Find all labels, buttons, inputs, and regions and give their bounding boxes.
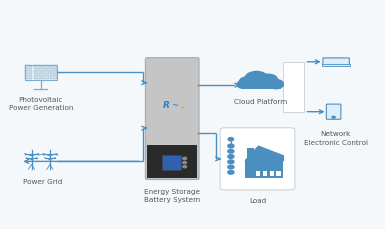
FancyBboxPatch shape (33, 65, 40, 70)
FancyBboxPatch shape (50, 75, 57, 80)
FancyBboxPatch shape (33, 71, 40, 75)
FancyBboxPatch shape (42, 71, 49, 75)
FancyBboxPatch shape (42, 65, 49, 70)
Circle shape (228, 171, 234, 174)
FancyBboxPatch shape (245, 161, 283, 179)
FancyBboxPatch shape (50, 71, 57, 75)
Circle shape (228, 138, 234, 141)
Circle shape (245, 72, 268, 86)
Text: ⚡: ⚡ (179, 103, 185, 112)
FancyBboxPatch shape (322, 65, 350, 67)
Text: R: R (163, 100, 170, 109)
FancyBboxPatch shape (283, 63, 305, 112)
Text: Power Grid: Power Grid (23, 179, 63, 185)
Circle shape (228, 166, 234, 169)
FancyBboxPatch shape (146, 58, 199, 180)
FancyBboxPatch shape (162, 155, 181, 170)
FancyBboxPatch shape (220, 128, 295, 190)
FancyBboxPatch shape (25, 75, 32, 80)
Circle shape (228, 150, 234, 153)
FancyBboxPatch shape (25, 65, 32, 70)
FancyBboxPatch shape (263, 171, 267, 176)
FancyBboxPatch shape (50, 65, 57, 70)
FancyBboxPatch shape (147, 145, 197, 179)
Circle shape (228, 155, 234, 159)
FancyBboxPatch shape (247, 148, 254, 161)
Polygon shape (245, 147, 283, 161)
Circle shape (258, 75, 278, 86)
FancyBboxPatch shape (42, 75, 49, 80)
FancyBboxPatch shape (276, 171, 281, 176)
FancyBboxPatch shape (256, 171, 260, 176)
FancyBboxPatch shape (33, 75, 40, 80)
FancyBboxPatch shape (270, 171, 274, 176)
Circle shape (228, 144, 234, 148)
FancyBboxPatch shape (326, 105, 341, 120)
Text: Photovoltaic
Power Generation: Photovoltaic Power Generation (9, 96, 73, 111)
Circle shape (228, 160, 234, 164)
Circle shape (268, 80, 283, 89)
FancyBboxPatch shape (323, 59, 349, 66)
Text: Cloud Platform: Cloud Platform (234, 98, 287, 104)
Text: Energy Storage
Battery System: Energy Storage Battery System (144, 188, 200, 202)
Text: Load: Load (249, 197, 266, 203)
Circle shape (332, 117, 335, 119)
Text: Network
Electronic Control: Network Electronic Control (303, 131, 368, 145)
Circle shape (183, 162, 187, 164)
Circle shape (237, 82, 249, 89)
Circle shape (183, 166, 187, 168)
FancyBboxPatch shape (25, 71, 32, 75)
Circle shape (239, 77, 256, 87)
FancyBboxPatch shape (241, 82, 281, 89)
Circle shape (183, 158, 187, 160)
Text: ~: ~ (171, 100, 178, 109)
